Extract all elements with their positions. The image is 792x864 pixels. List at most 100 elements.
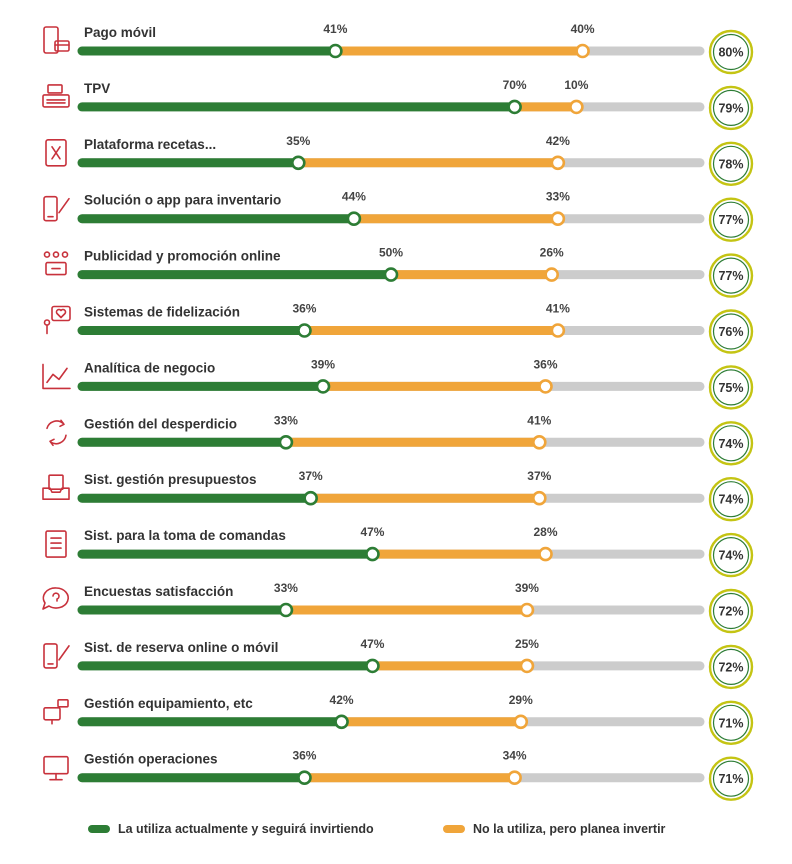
total-circle-inner bbox=[712, 536, 750, 574]
marker-current bbox=[315, 379, 331, 394]
category-label: Sistemas de fidelización bbox=[84, 305, 240, 320]
icon-part bbox=[52, 251, 60, 258]
category-label: Sist. para la toma de comandas bbox=[84, 528, 286, 543]
total-circle-inner bbox=[712, 145, 750, 182]
value-label-planned: 26% bbox=[540, 246, 564, 260]
category-label: Sist. gestión presupuestos bbox=[84, 472, 257, 487]
marker-planned bbox=[532, 434, 547, 450]
total-circle-inner bbox=[712, 760, 750, 797]
icon-part bbox=[43, 251, 51, 258]
category-label: Gestión equipamiento, etc bbox=[84, 696, 253, 711]
category-label: Plataforma recetas... bbox=[84, 137, 216, 152]
marker-current bbox=[334, 714, 349, 730]
value-label-current: 33% bbox=[274, 413, 298, 427]
legend-swatch-current bbox=[88, 825, 110, 833]
value-label-planned: 25% bbox=[515, 637, 539, 651]
pos-register-icon bbox=[42, 84, 70, 108]
icon-part bbox=[42, 363, 71, 390]
icon-part bbox=[47, 84, 63, 94]
icon-part bbox=[45, 530, 67, 558]
value-label-current: 47% bbox=[360, 525, 384, 539]
marker-current bbox=[297, 770, 312, 786]
total-circle bbox=[708, 253, 754, 298]
marker-planned bbox=[550, 323, 566, 338]
value-label-current: 41% bbox=[323, 22, 347, 36]
total-circle bbox=[708, 477, 754, 522]
marker-current bbox=[328, 43, 343, 59]
marker-current bbox=[383, 267, 399, 282]
total-circle-inner bbox=[712, 33, 750, 71]
value-label-planned: 29% bbox=[509, 693, 533, 707]
value-label-current: 39% bbox=[311, 357, 335, 371]
total-circle-inner bbox=[712, 89, 750, 127]
total-circle bbox=[708, 700, 754, 745]
value-label-planned: 40% bbox=[571, 22, 595, 36]
marker-current bbox=[290, 155, 306, 171]
value-label-planned: 42% bbox=[546, 134, 570, 148]
total-label: 72% bbox=[718, 605, 743, 619]
recycle-icon bbox=[46, 419, 67, 447]
mobile-edit-icon bbox=[43, 195, 70, 222]
icon-part bbox=[51, 305, 71, 322]
marker-current bbox=[365, 658, 380, 674]
marker-planned bbox=[507, 770, 522, 786]
total-circle-inner bbox=[712, 313, 750, 350]
value-label-current: 36% bbox=[292, 302, 316, 316]
icon-part bbox=[42, 487, 70, 501]
marker-planned bbox=[575, 43, 590, 59]
total-label: 74% bbox=[718, 549, 743, 563]
value-label-planned: 41% bbox=[546, 302, 570, 316]
total-label: 72% bbox=[718, 660, 743, 674]
marker-planned bbox=[538, 379, 553, 394]
total-label: 76% bbox=[718, 325, 743, 339]
value-label-planned: 39% bbox=[515, 581, 539, 595]
value-label-current: 44% bbox=[342, 190, 366, 204]
value-label-current: 35% bbox=[286, 134, 310, 148]
marker-current bbox=[278, 434, 294, 450]
loyalty-icon bbox=[43, 305, 71, 335]
icon-part bbox=[54, 40, 70, 52]
category-label: Publicidad y promoción online bbox=[84, 249, 281, 264]
total-circle bbox=[708, 421, 754, 466]
total-circle-inner bbox=[712, 425, 750, 462]
category-label: Pago móvil bbox=[84, 25, 156, 40]
total-circle bbox=[708, 532, 754, 578]
marker-planned bbox=[538, 546, 553, 562]
value-label-current: 36% bbox=[292, 749, 316, 763]
value-label-current: 50% bbox=[379, 246, 403, 260]
total-circle bbox=[708, 588, 754, 634]
mobile-reservation-icon bbox=[43, 643, 70, 669]
legend-item-planned: No la utiliza, pero planea invertir bbox=[443, 822, 665, 836]
marker-current bbox=[303, 490, 318, 506]
value-label-planned: 37% bbox=[527, 469, 551, 483]
icon-part bbox=[49, 438, 55, 447]
icon-part bbox=[58, 197, 70, 214]
marker-current bbox=[278, 602, 294, 618]
total-circle-inner bbox=[712, 201, 750, 238]
category-label: Encuestas satisfacción bbox=[84, 584, 233, 599]
marker-planned bbox=[513, 714, 529, 730]
category-label: Solución o app para inventario bbox=[84, 193, 281, 208]
icon-part bbox=[42, 94, 70, 108]
total-label: 75% bbox=[718, 381, 743, 395]
marker-planned bbox=[519, 602, 535, 618]
icon-part bbox=[57, 698, 69, 708]
order-document-icon bbox=[45, 530, 67, 558]
analytics-chart-icon bbox=[42, 363, 71, 390]
icon-part bbox=[52, 592, 60, 602]
marker-planned bbox=[544, 267, 559, 282]
mobile-payment-icon bbox=[43, 26, 70, 54]
marker-current bbox=[346, 211, 362, 226]
icon-part bbox=[42, 587, 69, 610]
category-label: Gestión operaciones bbox=[84, 752, 218, 767]
total-label: 80% bbox=[718, 46, 743, 60]
total-label: 74% bbox=[718, 493, 743, 507]
icon-part bbox=[43, 643, 58, 669]
value-label-planned: 10% bbox=[564, 78, 588, 92]
category-label: Gestión del desperdicio bbox=[84, 416, 237, 431]
total-circle bbox=[708, 365, 754, 410]
online-ads-icon bbox=[43, 251, 69, 276]
total-circle bbox=[708, 309, 754, 354]
total-circle-inner bbox=[712, 257, 750, 294]
icon-part bbox=[55, 308, 67, 319]
